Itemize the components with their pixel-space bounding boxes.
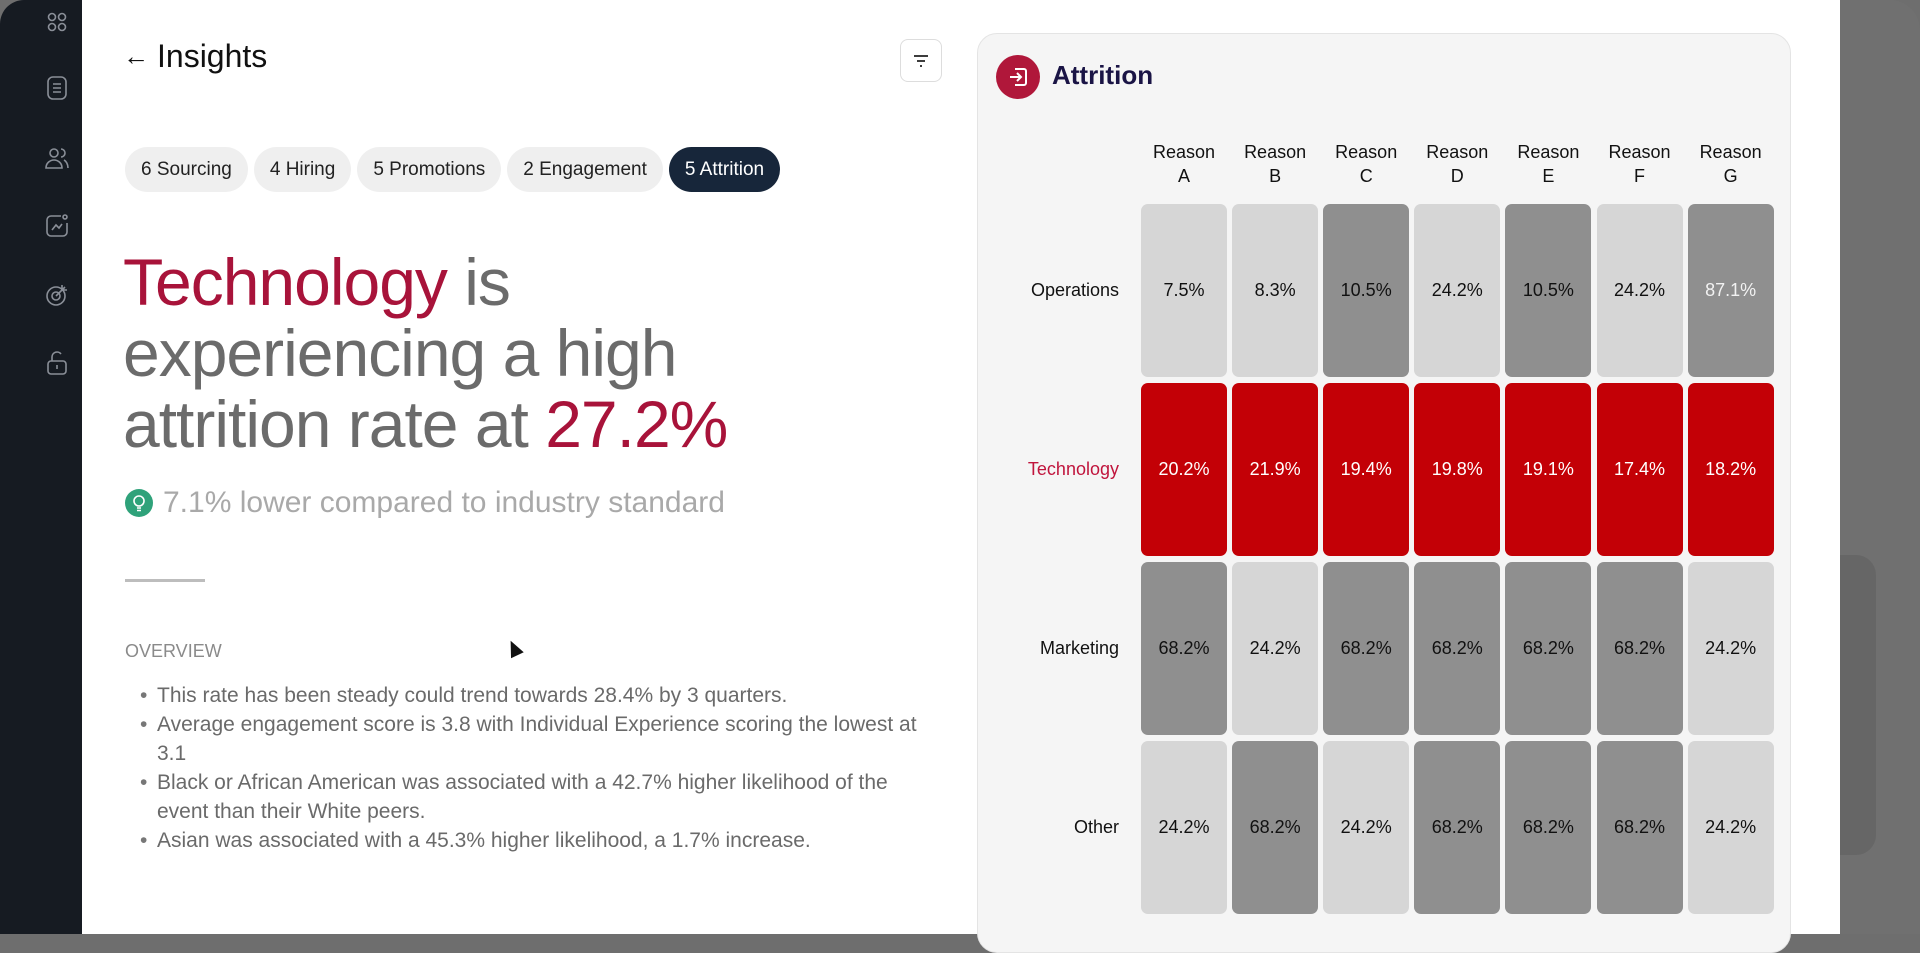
tab-hiring[interactable]: 4 Hiring	[253, 147, 352, 192]
heatmap-cell[interactable]: 24.2%	[1687, 741, 1774, 914]
tab-sourcing[interactable]: 6 Sourcing	[125, 147, 248, 192]
page-header: ← Insights	[123, 38, 267, 75]
heatmap-cell[interactable]: 10.5%	[1505, 204, 1592, 377]
heatmap-cell[interactable]: 20.2%	[1141, 383, 1227, 556]
heatmap-cell[interactable]: 19.8%	[1414, 383, 1501, 556]
heatmap-cell[interactable]: 68.2%	[1414, 562, 1501, 735]
arrow-left-icon[interactable]: ←	[123, 41, 149, 71]
list-item: Average engagement score is 3.8 with Ind…	[140, 710, 920, 768]
headline-department: Technology	[123, 245, 448, 319]
column-header-line: Reason	[1517, 142, 1580, 162]
column-header: Reason B	[1232, 140, 1318, 188]
filter-icon	[914, 54, 928, 67]
row-label: Technology	[1027, 458, 1119, 479]
column-header-line: Reason	[1608, 142, 1671, 162]
column-header-line: B	[1269, 166, 1282, 186]
column-header-line: G	[1723, 166, 1738, 186]
heatmap-cell[interactable]: 68.2%	[1596, 741, 1683, 914]
heatmap-cell[interactable]: 7.5%	[1141, 204, 1227, 377]
column-header-line: A	[1177, 166, 1190, 186]
column-header: Reason F	[1597, 140, 1683, 188]
heatmap-cell[interactable]: 19.1%	[1505, 383, 1592, 556]
apps-grid-icon[interactable]	[43, 8, 71, 36]
row-label: Marketing	[1039, 637, 1119, 658]
heatmap-cell[interactable]: 24.2%	[1414, 204, 1501, 377]
lightbulb-icon	[125, 489, 153, 517]
comparison: 7.1% lower compared to industry standard	[125, 486, 725, 520]
overview-label: OVERVIEW	[125, 641, 222, 661]
heatmap-cell[interactable]: 24.2%	[1323, 741, 1410, 914]
heatmap-cell[interactable]: 68.2%	[1596, 562, 1683, 735]
column-header: Reason E	[1505, 140, 1591, 188]
overview-list: This rate has been steady could trend to…	[140, 681, 920, 855]
heatmap-cell[interactable]: 68.2%	[1232, 741, 1319, 914]
heatmap-cell[interactable]: 10.5%	[1323, 204, 1410, 377]
column-header-line: F	[1634, 166, 1645, 186]
column-header-line: D	[1450, 166, 1464, 186]
headline-text: is experiencing a high attrition rate at	[123, 245, 677, 461]
column-header-line: Reason	[1335, 142, 1398, 162]
column-header-line: E	[1542, 166, 1555, 186]
background-overlay-panel	[1840, 555, 1876, 855]
tab-attrition[interactable]: 5 Attrition	[668, 147, 781, 192]
column-header-line: C	[1359, 166, 1373, 186]
tab-engagement[interactable]: 2 Engagement	[507, 147, 663, 192]
list-item: Asian was associated with a 45.3% higher…	[140, 826, 920, 855]
analytics-icon[interactable]	[43, 212, 71, 240]
heatmap-cell[interactable]: 68.2%	[1414, 741, 1501, 914]
row-label: Operations	[1030, 279, 1119, 300]
comparison-text: 7.1% lower compared to industry standard	[163, 486, 725, 519]
target-icon[interactable]	[43, 281, 71, 309]
heatmap-cell[interactable]: 68.2%	[1505, 562, 1592, 735]
column-header: Reason C	[1323, 140, 1409, 188]
heatmap-cell[interactable]: 24.2%	[1141, 741, 1227, 914]
unlock-icon[interactable]	[43, 349, 71, 377]
heatmap-cell[interactable]: 17.4%	[1596, 383, 1683, 556]
heatmap-cell[interactable]: 87.1%	[1687, 204, 1774, 377]
filter-button[interactable]	[900, 39, 942, 82]
column-header-line: Reason	[1699, 142, 1762, 162]
category-tabs: 6 Sourcing 4 Hiring 5 Promotions 2 Engag…	[125, 147, 781, 192]
heatmap-cell[interactable]: 68.2%	[1505, 741, 1592, 914]
users-icon[interactable]	[43, 144, 71, 172]
list-item: Black or African American was associated…	[140, 768, 920, 826]
column-header-line: Reason	[1152, 142, 1216, 162]
divider	[125, 579, 205, 582]
card-title: Attrition	[1052, 60, 1154, 90]
heatmap-cell[interactable]: 19.4%	[1323, 383, 1410, 556]
column-header-line: Reason	[1244, 142, 1307, 162]
row-label: Other	[1073, 816, 1119, 837]
heatmap-cell[interactable]: 18.2%	[1687, 383, 1774, 556]
headline-rate: 27.2%	[545, 387, 728, 461]
sidebar	[0, 0, 90, 934]
page-title: Insights	[157, 38, 268, 74]
heatmap-cell[interactable]: 24.2%	[1232, 562, 1319, 735]
headline: Technology is experiencing a high attrit…	[123, 247, 843, 460]
list-item: This rate has been steady could trend to…	[140, 681, 920, 710]
document-icon[interactable]	[43, 74, 71, 102]
heatmap-cell[interactable]: 21.9%	[1232, 383, 1319, 556]
tab-promotions[interactable]: 5 Promotions	[357, 147, 502, 192]
exit-icon	[996, 55, 1040, 99]
column-header: Reason A	[1141, 140, 1227, 188]
heatmap-cell[interactable]: 24.2%	[1596, 204, 1683, 377]
column-header-line: Reason	[1426, 142, 1489, 162]
heatmap-cell[interactable]: 68.2%	[1141, 562, 1227, 735]
heatmap-cell[interactable]: 8.3%	[1232, 204, 1319, 377]
heatmap-cell[interactable]: 24.2%	[1687, 562, 1774, 735]
heatmap-cell[interactable]: 68.2%	[1323, 562, 1410, 735]
column-header: Reason G	[1688, 140, 1774, 188]
column-header: Reason D	[1414, 140, 1500, 188]
